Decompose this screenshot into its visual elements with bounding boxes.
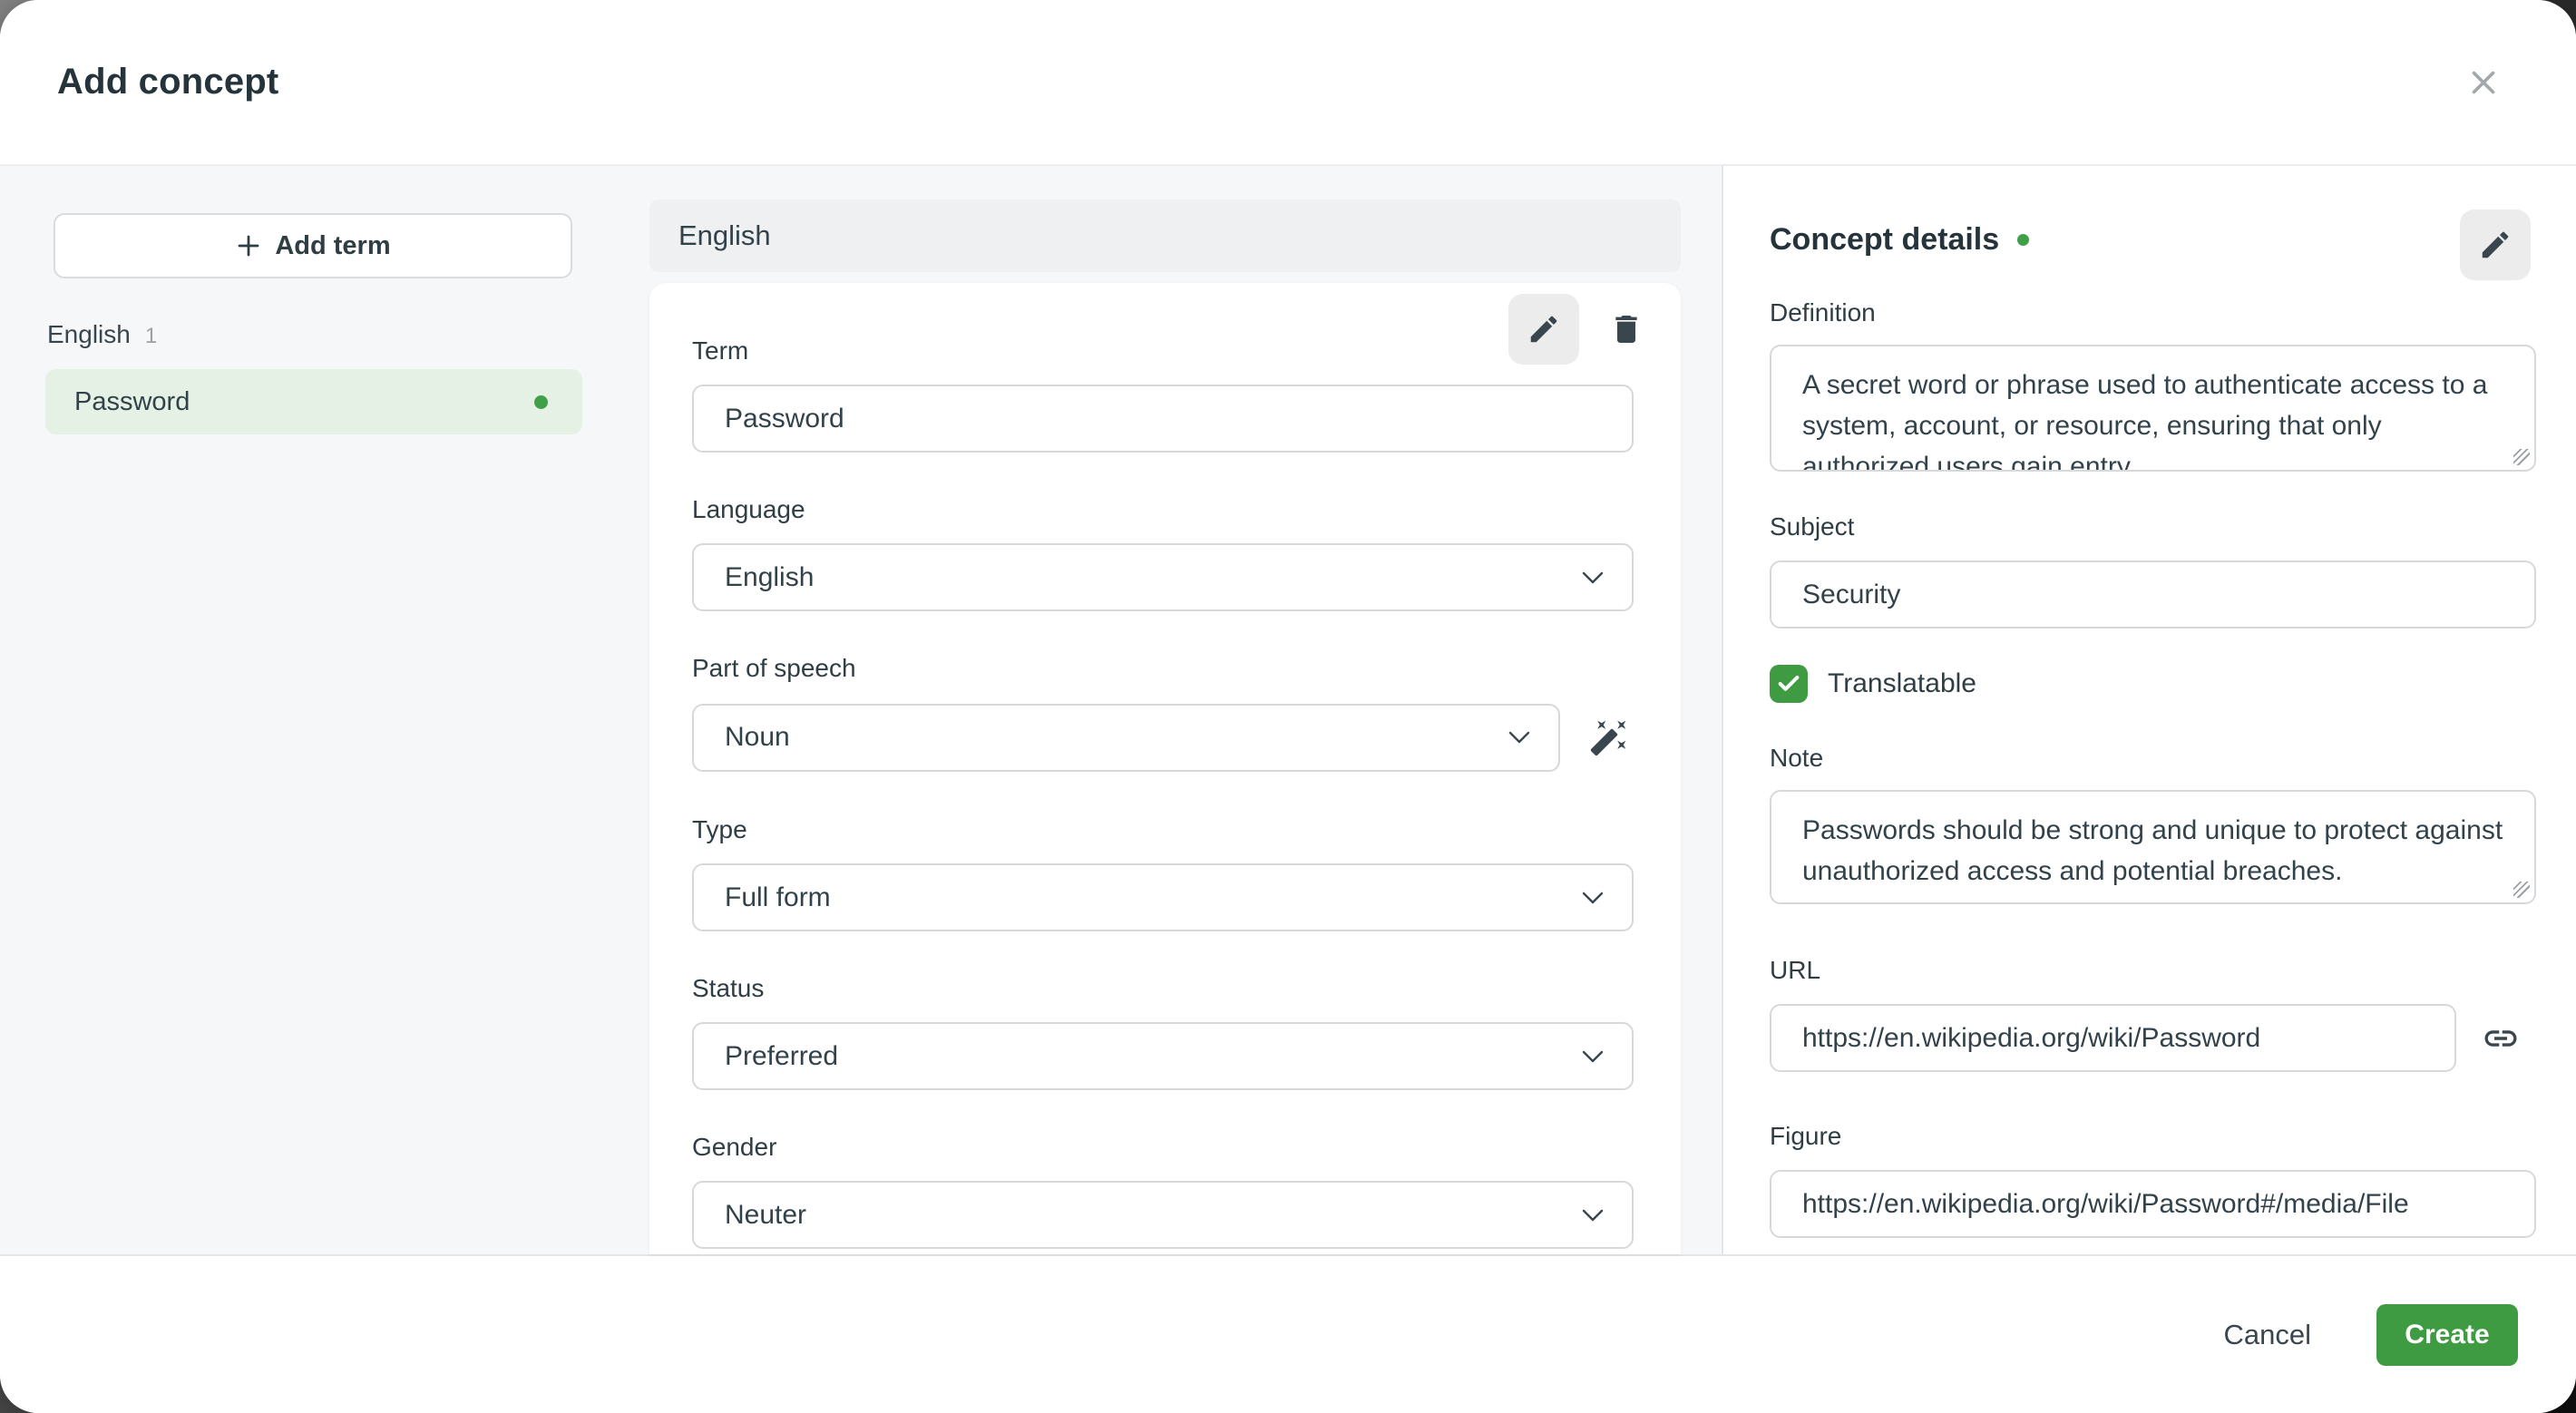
editor-group-header: English bbox=[649, 200, 1681, 272]
plus-icon bbox=[235, 232, 262, 259]
status-select[interactable]: Preferred bbox=[692, 1022, 1634, 1090]
pencil-icon bbox=[2478, 228, 2513, 262]
part-of-speech-label: Part of speech bbox=[692, 654, 856, 682]
subject-label: Subject bbox=[1770, 512, 1855, 541]
language-select[interactable]: English bbox=[692, 543, 1634, 611]
gender-field: Gender Neuter bbox=[692, 1132, 1634, 1249]
link-icon bbox=[2482, 1019, 2520, 1057]
chevron-down-icon bbox=[1581, 1049, 1605, 1064]
status-label: Status bbox=[692, 974, 765, 1002]
page-title: Add concept bbox=[57, 62, 279, 102]
group-count: 1 bbox=[144, 324, 158, 348]
dialog-body: Add term English 1 Password English bbox=[0, 166, 2576, 1254]
create-button[interactable]: Create bbox=[2376, 1303, 2518, 1366]
translatable-label: Translatable bbox=[1828, 668, 1976, 698]
chevron-down-icon bbox=[1581, 891, 1605, 905]
figure-label: Figure bbox=[1770, 1122, 1842, 1150]
auto-detect-part-of-speech-button[interactable] bbox=[1584, 702, 1634, 773]
term-editor-panel: English bbox=[626, 166, 1723, 1254]
check-icon bbox=[1776, 671, 1801, 697]
definition-textarea[interactable]: A secret word or phrase used to authenti… bbox=[1770, 345, 2536, 472]
language-group-label: English 1 bbox=[47, 320, 581, 349]
concept-details-panel: Concept details Definition A secret word… bbox=[1723, 166, 2576, 1254]
definition-field: A secret word or phrase used to authenti… bbox=[1770, 345, 2536, 472]
term-status-dot bbox=[534, 395, 548, 409]
close-icon bbox=[2467, 66, 2500, 99]
concept-details-heading: Concept details bbox=[1770, 222, 2536, 258]
url-label: URL bbox=[1770, 956, 1821, 984]
note-field: Passwords should be strong and unique to… bbox=[1770, 790, 2536, 904]
add-term-button[interactable]: Add term bbox=[54, 213, 572, 278]
chevron-down-icon bbox=[1581, 1208, 1605, 1223]
pencil-icon bbox=[1527, 312, 1561, 346]
type-select[interactable]: Full form bbox=[692, 863, 1634, 931]
delete-term-button[interactable] bbox=[1599, 294, 1654, 365]
chevron-down-icon bbox=[1508, 730, 1531, 745]
status-field: Status Preferred bbox=[692, 973, 1634, 1090]
editor-group-language: English bbox=[678, 219, 771, 251]
term-input[interactable] bbox=[692, 385, 1634, 453]
term-editor-card: Term Language English Part of speech bbox=[649, 283, 1681, 1254]
trash-icon bbox=[1608, 311, 1644, 347]
close-button[interactable] bbox=[2454, 54, 2513, 112]
definition-label: Definition bbox=[1770, 298, 1876, 326]
term-card-actions bbox=[1508, 294, 1654, 365]
type-label: Type bbox=[692, 815, 747, 843]
type-field: Type Full form bbox=[692, 814, 1634, 931]
url-field bbox=[1770, 986, 2536, 1072]
gender-select[interactable]: Neuter bbox=[692, 1181, 1634, 1249]
concept-details-title: Concept details bbox=[1770, 222, 2000, 257]
subject-input[interactable] bbox=[1770, 560, 2536, 629]
gender-select-value: Neuter bbox=[725, 1199, 807, 1230]
gender-label: Gender bbox=[692, 1133, 777, 1161]
translatable-row[interactable]: Translatable bbox=[1770, 665, 2536, 703]
edit-term-button[interactable] bbox=[1508, 294, 1579, 365]
translatable-checkbox[interactable] bbox=[1770, 665, 1808, 703]
term-field: Term bbox=[692, 336, 1634, 453]
edit-concept-details-button[interactable] bbox=[2460, 210, 2531, 280]
part-of-speech-field: Part of speech Noun bbox=[692, 653, 1634, 773]
magic-wand-icon bbox=[1589, 717, 1629, 757]
term-list-panel: Add term English 1 Password bbox=[0, 166, 626, 1254]
note-textarea[interactable]: Passwords should be strong and unique to… bbox=[1770, 790, 2536, 904]
figure-input[interactable] bbox=[1770, 1170, 2536, 1238]
url-input[interactable] bbox=[1770, 1004, 2456, 1072]
term-label: Term bbox=[692, 336, 749, 365]
dialog-header: Add concept bbox=[0, 0, 2576, 166]
cancel-button[interactable]: Cancel bbox=[2211, 1310, 2325, 1360]
language-select-value: English bbox=[725, 561, 815, 592]
type-select-value: Full form bbox=[725, 882, 831, 912]
open-link-button[interactable] bbox=[2482, 1019, 2520, 1057]
part-of-speech-select[interactable]: Noun bbox=[692, 703, 1561, 772]
dialog-footer: Cancel Create bbox=[0, 1254, 2576, 1413]
note-label: Note bbox=[1770, 744, 1824, 772]
group-language: English bbox=[47, 320, 131, 348]
status-select-value: Preferred bbox=[725, 1040, 839, 1071]
add-term-label: Add term bbox=[275, 230, 391, 260]
concept-status-dot bbox=[2017, 234, 2030, 246]
term-item-label: Password bbox=[74, 386, 190, 416]
language-label: Language bbox=[692, 495, 805, 523]
language-field: Language English bbox=[692, 494, 1634, 611]
chevron-down-icon bbox=[1581, 570, 1605, 585]
part-of-speech-select-value: Noun bbox=[725, 722, 790, 752]
term-list-item-password[interactable]: Password bbox=[45, 369, 582, 434]
